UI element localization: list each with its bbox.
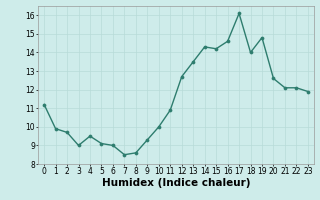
X-axis label: Humidex (Indice chaleur): Humidex (Indice chaleur): [102, 178, 250, 188]
